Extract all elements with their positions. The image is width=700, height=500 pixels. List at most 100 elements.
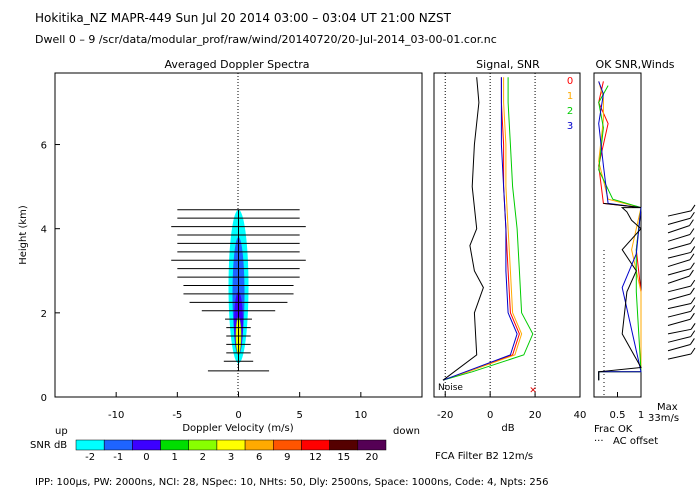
x-tick-label: 5 bbox=[296, 410, 302, 421]
wind-barb-flag bbox=[690, 347, 696, 355]
wind-barb-flag bbox=[689, 269, 694, 277]
wind-barb bbox=[667, 347, 696, 360]
colorbar-swatch bbox=[357, 439, 387, 451]
wind-barb-staff bbox=[667, 336, 691, 343]
legend-entry-1: 1 bbox=[567, 91, 573, 102]
y-tick-label: 2 bbox=[41, 309, 47, 320]
wind-barb bbox=[667, 312, 695, 326]
colorbar-tick-label: 3 bbox=[228, 452, 234, 463]
wind-barb-flag bbox=[689, 338, 695, 345]
snr-x-ticks: -20 0 20 40 bbox=[437, 392, 586, 421]
x-tick-label: -5 bbox=[172, 410, 182, 421]
doppler-spectra-panel: Averaged Doppler Spectra -10 -5 0 5 10 0246 … bbox=[18, 58, 423, 434]
wind-barb-staff bbox=[667, 343, 691, 352]
ok-line-winds bbox=[598, 202, 642, 381]
colorbar-swatch bbox=[103, 439, 133, 451]
ok-plot-frame bbox=[593, 72, 642, 398]
ac-offset-prefix: ··· bbox=[594, 436, 604, 447]
snr-colorbar: up down SNR dB -2 -1 0 1 2 3 6 9 12 15 20 bbox=[30, 426, 420, 463]
wind-barb bbox=[667, 246, 696, 259]
colorbar-tick-label: 15 bbox=[337, 452, 350, 463]
wind-barb-staff bbox=[667, 242, 691, 251]
wind-barb-flag bbox=[690, 297, 696, 304]
legend-entry-2: 2 bbox=[567, 106, 573, 117]
x-tick-label: 0 bbox=[235, 410, 241, 421]
signal-snr-panel: Signal, SNR -20 0 20 40 Noise ✕ dB FCA Filt… bbox=[433, 58, 586, 462]
colorbar-tick-label: 6 bbox=[256, 452, 262, 463]
colorbar-tick-label: 1 bbox=[171, 452, 177, 463]
wind-barb bbox=[667, 228, 695, 242]
colorbar-tick-label: 9 bbox=[284, 452, 290, 463]
frac-ok-series-lines bbox=[598, 81, 642, 381]
wind-barb bbox=[667, 204, 696, 217]
snr-plot-frame bbox=[433, 72, 581, 398]
max-value: 33m/s bbox=[648, 413, 679, 424]
colorbar-swatch bbox=[273, 439, 302, 451]
colorbar-tick-label: 2 bbox=[200, 452, 206, 463]
colorbar-tick-label: 0 bbox=[143, 452, 149, 463]
wind-barb-flag bbox=[689, 262, 695, 269]
colorbar-swatch bbox=[160, 439, 189, 451]
wind-barb-staff bbox=[667, 310, 691, 318]
wind-barb-flag bbox=[690, 323, 696, 330]
wind-barb-staff bbox=[667, 210, 692, 217]
snr-series-lines bbox=[442, 77, 534, 381]
noise-marker-x: ✕ bbox=[530, 383, 537, 396]
ok-title: OK SNR,Winds bbox=[595, 58, 674, 71]
wind-barb-flag bbox=[690, 305, 696, 312]
wind-barb-flag bbox=[689, 219, 694, 226]
snr-xlabel: dB bbox=[501, 423, 514, 434]
wind-barb-staff bbox=[667, 217, 691, 225]
wind-barb-staff bbox=[667, 293, 691, 301]
colorbar-swatch bbox=[329, 439, 359, 451]
max-label: Max bbox=[657, 402, 678, 413]
colorbar-swatch bbox=[244, 439, 274, 451]
wind-barb-staff bbox=[667, 285, 691, 293]
colorbar-tick-label: -2 bbox=[85, 452, 95, 463]
doppler-x-ticks: -10 -5 0 5 10 bbox=[108, 392, 367, 421]
colorbar-tick-label: 20 bbox=[366, 452, 379, 463]
doppler-title: Averaged Doppler Spectra bbox=[164, 58, 309, 71]
wind-barb-staff bbox=[667, 251, 691, 259]
wind-barb-staff bbox=[667, 318, 691, 326]
wind-barb bbox=[667, 323, 696, 335]
y-tick-label: 0 bbox=[41, 393, 47, 404]
wind-barb-flag bbox=[690, 204, 696, 212]
snr-line-signal bbox=[442, 77, 484, 381]
colorbar-tick-label: 12 bbox=[309, 452, 322, 463]
snr-line-3 bbox=[442, 77, 518, 381]
ac-offset-label: AC offset bbox=[613, 436, 658, 447]
wind-barb bbox=[667, 237, 695, 251]
colorbar-tick-label: -1 bbox=[113, 452, 123, 463]
wind-barb-staff bbox=[667, 353, 692, 360]
y-tick-label: 4 bbox=[41, 225, 47, 236]
wind-barb-flag bbox=[689, 312, 695, 320]
ok-line-1 bbox=[598, 81, 642, 381]
wind-barb-flag bbox=[690, 279, 696, 287]
wind-barb bbox=[667, 279, 696, 293]
wind-barb-staff bbox=[667, 328, 692, 335]
ok-tick-label: 1 bbox=[638, 410, 644, 421]
ok-line-2 bbox=[598, 85, 642, 381]
colorbar-swatches: -2 -1 0 1 2 3 6 9 12 15 20 bbox=[75, 439, 387, 463]
wind-barb-staff bbox=[667, 275, 690, 284]
wind-barb bbox=[667, 269, 694, 284]
wind-barb-flag bbox=[689, 237, 695, 244]
wind-barb bbox=[667, 297, 696, 310]
noise-label: Noise bbox=[438, 383, 463, 393]
snr-tick-label: -20 bbox=[437, 410, 453, 421]
wind-barb-staff bbox=[667, 259, 691, 268]
wind-barb-flag bbox=[690, 246, 696, 253]
snr-tick-label: 0 bbox=[487, 410, 493, 421]
colorbar-down-label: down bbox=[393, 426, 420, 437]
wind-barb bbox=[667, 219, 694, 234]
snr-title: Signal, SNR bbox=[476, 58, 540, 71]
dwell-path: Dwell 0 – 9 /scr/data/modular_prof/raw/w… bbox=[35, 33, 497, 46]
wind-barb-flag bbox=[689, 211, 695, 219]
height-y-ticks: 0 2 4 6 bbox=[41, 141, 60, 404]
wind-barb bbox=[667, 253, 695, 268]
wind-barb-staff bbox=[667, 225, 690, 234]
wind-barb bbox=[667, 287, 695, 301]
ok-tick-label: 0.5 bbox=[610, 410, 626, 421]
